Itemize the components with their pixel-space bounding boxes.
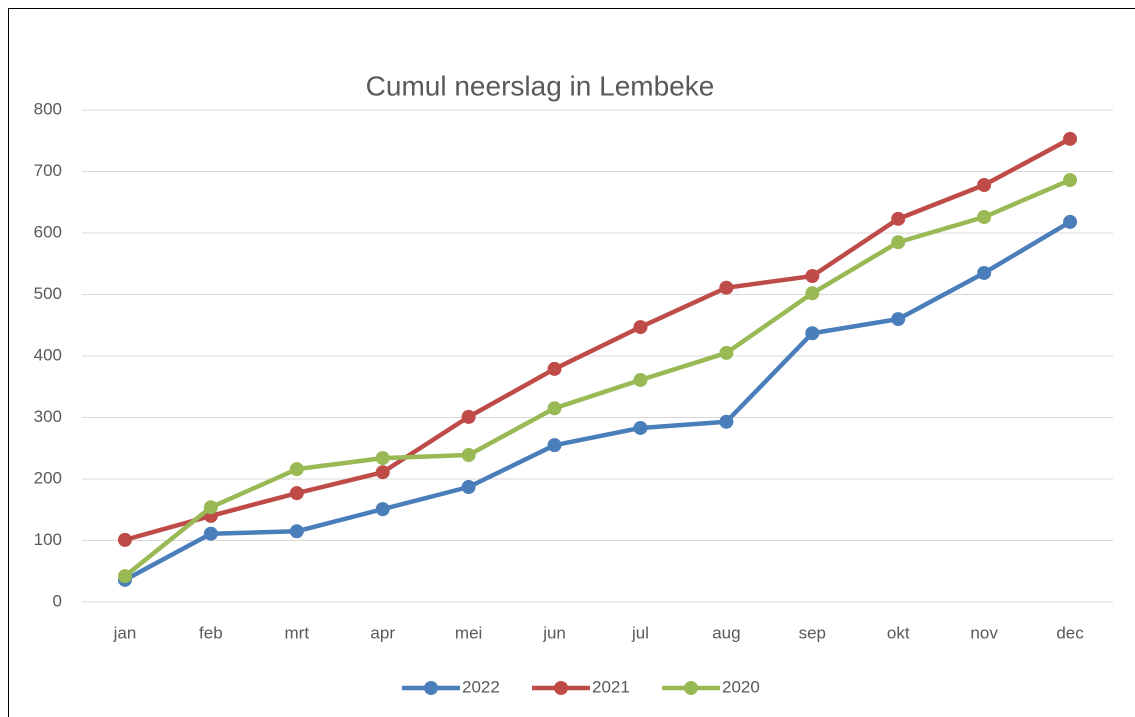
y-tick-label: 700 xyxy=(34,161,62,180)
chart-frame xyxy=(8,8,1135,717)
legend-marker xyxy=(424,681,438,695)
series-line xyxy=(124,136,1072,543)
data-point xyxy=(117,569,132,584)
y-tick-label: 300 xyxy=(34,407,62,426)
data-point xyxy=(977,265,992,280)
y-tick-label: 0 xyxy=(53,591,62,610)
data-point xyxy=(633,320,648,335)
x-tick-label: okt xyxy=(887,623,910,642)
x-tick-label: nov xyxy=(970,623,998,642)
data-point xyxy=(289,524,304,539)
data-point xyxy=(461,409,476,424)
data-point xyxy=(289,462,304,477)
y-tick-label: 100 xyxy=(34,530,62,549)
legend-label: 2021 xyxy=(592,677,630,696)
data-point xyxy=(719,345,734,360)
data-point xyxy=(461,448,476,463)
data-point xyxy=(203,500,218,515)
legend-marker xyxy=(684,681,698,695)
data-point xyxy=(891,211,906,226)
data-point xyxy=(461,479,476,494)
x-tick-label: jan xyxy=(113,623,137,642)
data-point xyxy=(117,532,132,547)
data-point xyxy=(977,178,992,193)
data-point xyxy=(375,502,390,517)
y-tick-label: 500 xyxy=(34,284,62,303)
x-tick-label: apr xyxy=(370,623,395,642)
legend-label: 2020 xyxy=(722,677,760,696)
y-tick-label: 200 xyxy=(34,468,62,487)
data-point xyxy=(719,414,734,429)
data-point xyxy=(547,361,562,376)
x-tick-label: jul xyxy=(631,623,649,642)
data-point xyxy=(1063,173,1078,188)
data-point xyxy=(977,210,992,225)
x-tick-label: sep xyxy=(799,623,826,642)
data-point xyxy=(805,326,820,341)
x-tick-label: dec xyxy=(1056,623,1084,642)
data-point xyxy=(891,235,906,250)
data-point xyxy=(805,269,820,284)
data-point xyxy=(203,526,218,541)
series-line xyxy=(123,178,1071,578)
y-tick-label: 800 xyxy=(34,99,62,118)
x-tick-label: feb xyxy=(199,623,223,642)
data-point xyxy=(1063,131,1078,146)
x-tick-label: aug xyxy=(712,623,740,642)
data-point xyxy=(547,438,562,453)
x-tick-label: jun xyxy=(542,623,566,642)
data-point xyxy=(805,286,820,301)
data-point xyxy=(547,401,562,416)
chart-title: Cumul neerslag in Lembeke xyxy=(366,70,715,101)
data-point xyxy=(633,372,648,387)
data-point xyxy=(375,451,390,466)
y-tick-label: 400 xyxy=(34,345,62,364)
data-point xyxy=(633,420,648,435)
legend-label: 2022 xyxy=(462,677,500,696)
data-point xyxy=(289,486,304,501)
data-point xyxy=(375,465,390,480)
data-point xyxy=(719,280,734,295)
data-point xyxy=(1063,214,1078,229)
data-point xyxy=(891,312,906,327)
x-tick-label: mrt xyxy=(285,623,310,642)
series-line xyxy=(123,219,1072,582)
legend-marker xyxy=(554,681,568,695)
x-tick-label: mei xyxy=(455,623,482,642)
y-tick-label: 600 xyxy=(34,222,62,241)
